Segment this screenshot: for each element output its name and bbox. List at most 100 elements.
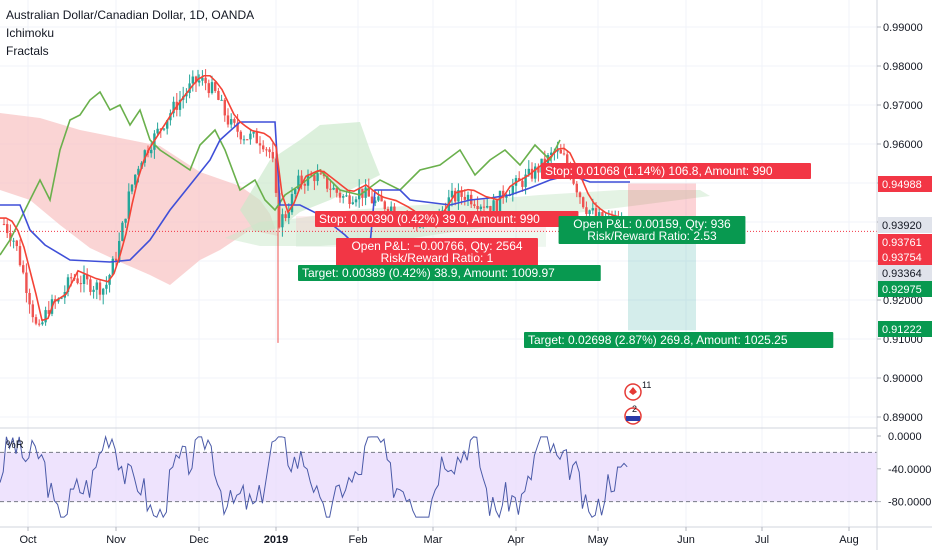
candle-body xyxy=(194,76,198,83)
event-count-australia: 2 xyxy=(632,404,637,414)
candle-body xyxy=(60,297,63,299)
price-tick-label: 0.97000 xyxy=(883,100,923,112)
candle-body xyxy=(601,212,604,220)
candle-body xyxy=(198,80,201,83)
candle-body xyxy=(588,210,591,214)
time-tick-label: Dec xyxy=(189,534,209,546)
position-1-stop-text: Stop: 0.00390 (0.42%) 39.0, Amount: 990 xyxy=(319,212,540,226)
position-2-labels[interactable]: Stop: 0.01068 (1.14%) 106.8, Amount: 990… xyxy=(524,163,834,348)
candle-body xyxy=(300,175,303,184)
position-2-pnl-tag[interactable] xyxy=(558,216,746,244)
candle-body xyxy=(258,143,262,146)
candle-body xyxy=(239,131,242,140)
candle-body xyxy=(329,188,332,190)
candle-body xyxy=(380,196,383,202)
economic-events[interactable]: 11 2 xyxy=(624,380,651,425)
candle-body xyxy=(156,128,159,134)
candle-body xyxy=(15,240,18,247)
candle-body xyxy=(393,206,396,216)
cloud-bearish-area xyxy=(0,113,278,285)
candle-body xyxy=(524,174,527,187)
event-marker-canada[interactable]: 11 xyxy=(624,380,651,401)
candle-body xyxy=(287,212,290,219)
candle-body xyxy=(249,133,252,140)
price-tag-bg xyxy=(878,281,932,297)
position-2-stop-tag[interactable] xyxy=(541,163,811,179)
oscillator-title[interactable]: %R xyxy=(6,439,24,451)
candle-body xyxy=(495,200,498,212)
candle-body xyxy=(316,173,319,182)
position-1-rr-text: Risk/Reward Ratio: 1 xyxy=(381,251,494,265)
indicator-fractals-label[interactable]: Fractals xyxy=(6,44,49,58)
candle-body xyxy=(466,194,470,200)
candle-body xyxy=(492,200,495,211)
price-tag-label: 0.93920 xyxy=(882,220,922,232)
candle-body xyxy=(95,282,98,290)
candle-body xyxy=(242,139,246,141)
candle-body xyxy=(34,317,38,324)
candle-body xyxy=(134,174,137,185)
candle-body xyxy=(105,284,108,289)
candle-body xyxy=(489,205,492,211)
candle-body xyxy=(89,279,92,292)
candle-body xyxy=(457,190,460,202)
candle-body xyxy=(18,246,22,266)
candle-body xyxy=(572,177,575,184)
candle-body xyxy=(124,218,127,223)
candle-body xyxy=(345,195,348,197)
candle-body xyxy=(335,187,338,193)
candle-body xyxy=(582,197,585,208)
candle-body xyxy=(326,176,329,189)
candle-body xyxy=(6,224,9,234)
candle-body xyxy=(204,77,207,84)
candle-body xyxy=(319,173,322,175)
price-tick-label: 0.89000 xyxy=(883,412,923,424)
position-2-target-tag[interactable] xyxy=(524,332,834,348)
time-tick-label: Apr xyxy=(507,534,524,546)
symbol-title[interactable]: Australian Dollar/Canadian Dollar, 1D, O… xyxy=(6,8,255,22)
candle-body xyxy=(246,139,249,141)
candle-body xyxy=(290,194,294,213)
candle-body xyxy=(450,190,454,198)
position-2-stop-text: Stop: 0.01068 (1.14%) 106.8, Amount: 990 xyxy=(545,164,773,178)
candle-body xyxy=(537,166,540,173)
position-1-stop-tag[interactable] xyxy=(315,211,579,227)
candle-body xyxy=(268,149,271,153)
event-marker-australia[interactable]: 2 xyxy=(624,404,642,425)
price-tag-bg xyxy=(878,321,932,337)
candle-body xyxy=(207,83,210,94)
candle-body xyxy=(130,184,134,192)
candle-body xyxy=(559,149,562,154)
price-tick-label: 0.92000 xyxy=(883,295,923,307)
oscillator-axis[interactable]: 0.0000 -40.0000 -80.0000 xyxy=(877,431,931,509)
candle-body xyxy=(41,322,44,325)
candle-body xyxy=(358,188,361,200)
position-1-pnl-tag[interactable] xyxy=(336,238,538,266)
long-position-2[interactable] xyxy=(628,183,696,331)
candle-body xyxy=(418,226,422,228)
position-1-labels[interactable]: Stop: 0.00390 (0.42%) 39.0, Amount: 990 … xyxy=(298,211,601,281)
candle-body xyxy=(9,233,12,241)
candle-body xyxy=(498,190,502,212)
price-tag-label: 0.94988 xyxy=(882,179,922,191)
osc-tick-label: 0.0000 xyxy=(888,431,922,443)
candle-body xyxy=(518,178,521,181)
tenkan-sen-line xyxy=(0,74,631,322)
time-tick-label: Jul xyxy=(755,534,769,546)
candle-body xyxy=(354,199,358,203)
position-1-target-tag[interactable] xyxy=(298,265,601,281)
indicator-ichimoku-label[interactable]: Ichimoku xyxy=(6,26,55,40)
price-tag-label: 0.93364 xyxy=(882,268,922,280)
price-tag-bg xyxy=(878,217,932,233)
time-tick-label: Mar xyxy=(424,534,443,546)
candle-body xyxy=(44,310,47,323)
price-tick-label: 0.90000 xyxy=(883,373,923,385)
candle-body xyxy=(220,99,223,101)
candle-body xyxy=(342,196,345,198)
candle-body xyxy=(66,277,70,293)
candle-body xyxy=(351,202,354,205)
position-1-target-text: Target: 0.00389 (0.42%) 38.9, Amount: 10… xyxy=(302,266,555,280)
candle-body xyxy=(210,82,214,94)
time-axis[interactable]: Oct Nov Dec 2019 Feb Mar Apr May Jun Jul Aug xyxy=(19,527,859,546)
